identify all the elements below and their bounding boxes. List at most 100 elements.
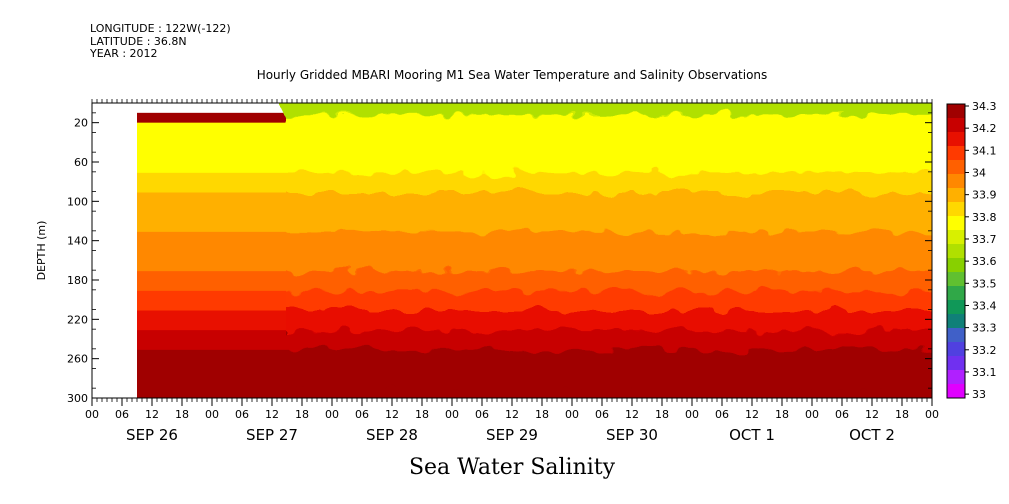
x-hour-tick-label: 06 [835,408,849,421]
colorbar-swatch [947,244,965,259]
colorbar-swatch [947,202,965,217]
colorbar-swatch [947,370,965,385]
colorbar-swatch [947,300,965,315]
salinity-band [137,329,286,350]
location-info: LONGITUDE : 122W(-122) LATITUDE : 36.8N … [90,22,231,61]
salinity-band [282,191,932,213]
salinity-band [137,152,286,173]
colorbar-swatch [947,160,965,175]
x-hour-tick-label: 00 [325,408,339,421]
salinity-band [137,348,286,370]
salinity-band [282,368,932,390]
x-hour-tick-label: 12 [625,408,639,421]
salinity-band [282,250,932,272]
salinity-band [282,348,932,370]
salinity-band [137,289,286,311]
y-tick-label: 300 [67,392,88,405]
salinity-band [137,309,286,331]
salinity-band [137,122,286,134]
salinity-band [137,171,286,193]
y-tick-label: 180 [67,274,88,287]
x-hour-tick-label: 00 [445,408,459,421]
salinity-band [282,329,932,350]
salinity-band [137,368,286,390]
colorbar-label: 33.6 [972,255,997,268]
colorbar-frame [946,103,966,399]
x-hour-tick-label: 06 [115,408,129,421]
x-hour-tick-label: 18 [295,408,309,421]
colorbar-swatch [947,118,965,133]
x-hour-tick-label: 12 [505,408,519,421]
salinity-band [282,112,932,134]
year-label: YEAR : 2012 [90,47,158,60]
salinity-band [137,211,286,232]
x-hour-tick-label: 18 [535,408,549,421]
colorbar-label: 33.1 [972,366,997,379]
y-tick-label: 260 [67,353,88,366]
x-hour-tick-label: 18 [775,408,789,421]
colorbar-swatch [947,174,965,189]
salinity-band [282,211,932,232]
colorbar-label: 34.1 [972,144,997,157]
x-hour-tick-label: 06 [475,408,489,421]
colorbar-swatch [947,328,965,343]
colorbar-label: 33.2 [972,344,997,357]
salinity-band [282,171,932,193]
y-tick-label: 100 [67,195,88,208]
salinity-band [282,230,932,252]
longitude-label: LONGITUDE : 122W(-122) [90,22,231,35]
colorbar: 34.3 34.2 34.1 34 33.9 33.8 33.7 33.6 33.5 33.4 33… [946,100,997,401]
colorbar-label: 33.9 [972,189,997,202]
chart-title: Hourly Gridded MBARI Mooring M1 Sea Wate… [256,68,768,82]
salinity-band [137,132,286,154]
x-hour-tick-label: 18 [415,408,429,421]
x-hour-tick-label: 00 [205,408,219,421]
x-hour-tick-label: 12 [865,408,879,421]
colorbar-label: 33.5 [972,277,997,290]
colorbar-label: 34.3 [972,100,997,113]
x-hour-tick-label: 18 [655,408,669,421]
colorbar-swatch [947,272,965,287]
x-hour-tick-label: 12 [385,408,399,421]
colorbar-label: 33 [972,388,986,401]
y-tick-label: 140 [67,235,88,248]
x-hour-tick-label: 18 [175,408,189,421]
x-day-label: SEP 30 [606,426,658,444]
x-hour-tick-label: 00 [925,408,939,421]
x-day-label: SEP 29 [486,426,538,444]
salinity-field [137,103,932,398]
x-hour-tick-label: 00 [85,408,99,421]
colorbar-label: 34.2 [972,122,997,135]
x-hour-tick-label: 00 [565,408,579,421]
x-hour-tick-label: 12 [265,408,279,421]
x-axis-title: Sea Water Salinity [408,455,616,480]
colorbar-swatch [947,216,965,231]
salinity-band [137,191,286,213]
colorbar-swatch [947,356,965,371]
colorbar-swatch [947,188,965,203]
latitude-label: LATITUDE : 36.8N [90,34,187,48]
contour-bands [282,103,932,390]
x-hour-tick-label: 00 [805,408,819,421]
x-hour-tick-label: 06 [355,408,369,421]
surface-layer [282,103,932,115]
colorbar-swatch [947,104,965,119]
colorbar-label: 33.4 [972,299,997,312]
salinity-band [282,152,932,173]
x-day-label: OCT 2 [849,426,895,444]
colorbar-label: 33.3 [972,322,997,335]
x-hour-tick-label: 06 [715,408,729,421]
colorbar-swatch [947,286,965,301]
colorbar-swatch [947,230,965,245]
x-hour-tick-label: 12 [145,408,159,421]
colorbar-swatch [947,384,965,399]
colorbar-swatch [947,258,965,273]
x-day-label: SEP 27 [246,426,298,444]
y-tick-label: 60 [74,156,88,169]
salinity-band [137,230,286,252]
x-hour-tick-label: 18 [895,408,909,421]
salinity-band [282,309,932,331]
plot-axes: 00 06 12 18 00 06 12 18 00 06 12 18 00 06 12 18 00 06 12 18… [35,99,939,444]
x-day-label: SEP 26 [126,426,178,444]
